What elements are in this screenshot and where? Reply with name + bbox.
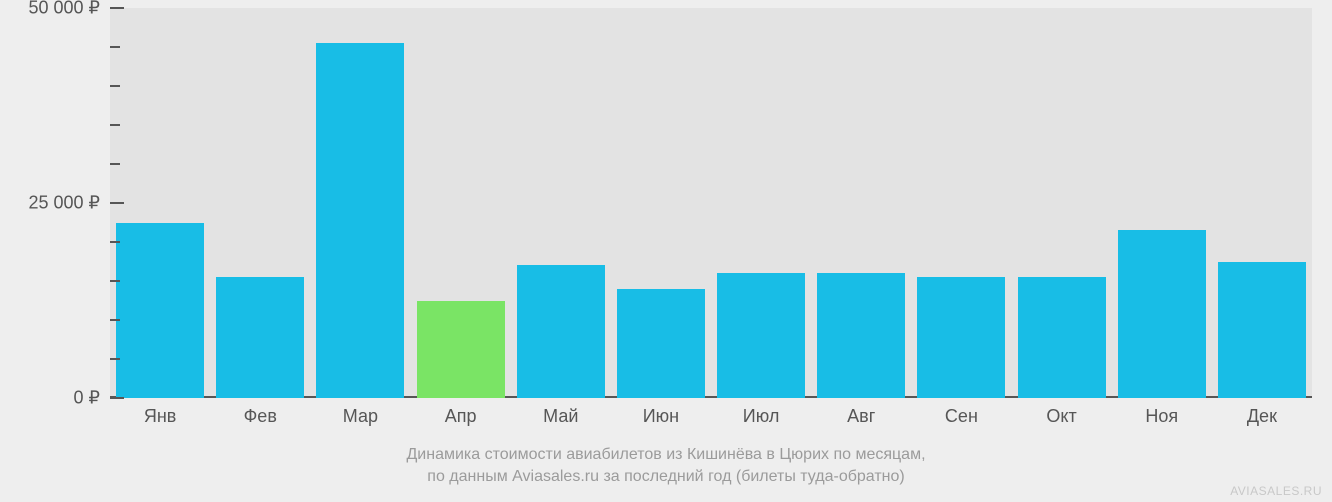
- chart-caption-line2: по данным Aviasales.ru за последний год …: [0, 468, 1332, 486]
- bar-Авг: [817, 273, 905, 398]
- chart-caption-line1: Динамика стоимости авиабилетов из Кишинё…: [0, 446, 1332, 464]
- bar-Май: [517, 265, 605, 398]
- y-tick-minor: [110, 241, 120, 243]
- bar-Янв: [116, 223, 204, 399]
- plot-area: [110, 8, 1312, 398]
- y-tick-minor: [110, 358, 120, 360]
- bar-Мар: [316, 43, 404, 398]
- bar-slot: [811, 8, 911, 398]
- y-tick-minor: [110, 319, 120, 321]
- bar-Фев: [216, 277, 304, 398]
- bar-Июн: [617, 289, 705, 398]
- attribution: AVIASALES.RU: [1230, 484, 1322, 498]
- bar-slot: [711, 8, 811, 398]
- x-axis-label: Май: [543, 406, 578, 427]
- bar-slot: [1112, 8, 1212, 398]
- y-tick-minor: [110, 280, 120, 282]
- y-tick-major: [110, 7, 124, 9]
- x-axis-label: Фев: [244, 406, 277, 427]
- bar-Сен: [917, 277, 1005, 398]
- y-tick-minor: [110, 85, 120, 87]
- y-axis-label: 25 000 ₽: [0, 193, 100, 214]
- y-tick-minor: [110, 46, 120, 48]
- x-axis-label: Апр: [445, 406, 477, 427]
- bar-Апр: [417, 301, 505, 399]
- bar-slot: [511, 8, 611, 398]
- bar-slot: [911, 8, 1011, 398]
- y-axis-label: 50 000 ₽: [0, 0, 100, 19]
- bar-slot: [1212, 8, 1312, 398]
- x-axis-label: Ноя: [1145, 406, 1178, 427]
- y-tick-major: [110, 397, 124, 399]
- y-tick-minor: [110, 124, 120, 126]
- bar-slot: [110, 8, 210, 398]
- bar-slot: [210, 8, 310, 398]
- y-tick-major: [110, 202, 124, 204]
- x-axis-label: Сен: [945, 406, 978, 427]
- x-axis-label: Дек: [1247, 406, 1277, 427]
- bar-Ноя: [1118, 230, 1206, 398]
- y-axis-label: 0 ₽: [0, 388, 100, 409]
- bar-slot: [310, 8, 410, 398]
- y-tick-minor: [110, 163, 120, 165]
- bar-slot: [611, 8, 711, 398]
- bar-Дек: [1218, 262, 1306, 399]
- x-axis-label: Авг: [847, 406, 875, 427]
- x-axis-label: Июн: [643, 406, 679, 427]
- x-axis-label: Мар: [343, 406, 378, 427]
- bar-slot: [1012, 8, 1112, 398]
- bar-Июл: [717, 273, 805, 398]
- price-chart: 0 ₽ 25 000 ₽ 50 000 ₽ Янв Фев Мар Апр Май Июн Ию…: [0, 0, 1332, 502]
- x-axis-label: Июл: [743, 406, 780, 427]
- bar-Окт: [1018, 277, 1106, 398]
- x-axis-label: Окт: [1046, 406, 1076, 427]
- x-axis-label: Янв: [144, 406, 177, 427]
- bar-slot: [411, 8, 511, 398]
